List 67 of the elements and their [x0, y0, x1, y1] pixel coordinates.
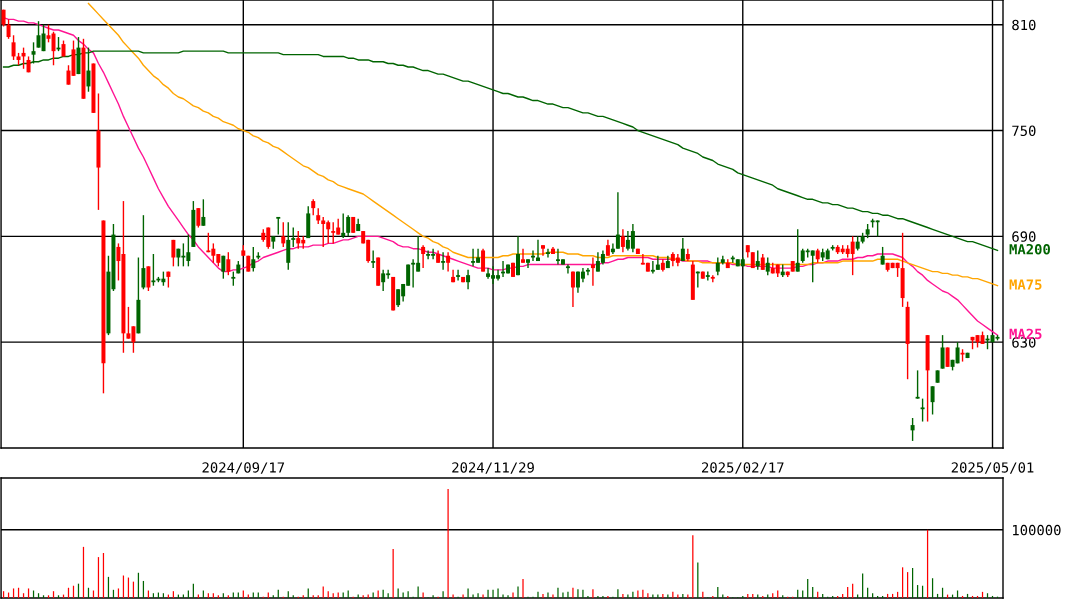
x-tick-label: 2024/11/29 — [452, 462, 534, 474]
y-tick-label: 100000 — [1013, 524, 1061, 536]
candlestick — [915, 369, 920, 400]
candlestick — [585, 267, 590, 276]
candlestick — [371, 249, 376, 269]
candlestick — [441, 251, 446, 271]
y-tick-label: 690 — [1012, 231, 1036, 242]
x-tick-label: 2024/09/17 — [202, 462, 285, 474]
candlestick — [650, 260, 655, 275]
candlestick — [516, 235, 521, 276]
candlestick — [570, 270, 575, 308]
candlestick — [710, 274, 715, 283]
candlestick — [411, 258, 416, 289]
candlestick — [920, 397, 925, 423]
series-label: MA200 — [1009, 243, 1050, 255]
candlestick — [446, 251, 451, 273]
candlestick — [655, 255, 660, 271]
candlestick — [201, 198, 206, 227]
candlestick — [945, 346, 950, 368]
candlestick — [126, 306, 131, 340]
candlestick — [620, 228, 625, 253]
y-tick-label: 810 — [1012, 19, 1036, 31]
candlestick — [51, 31, 56, 66]
candlestick — [291, 226, 296, 248]
y-tick-label: 750 — [1012, 125, 1036, 137]
candlestick — [481, 247, 486, 273]
candlestick — [545, 247, 550, 259]
candlestick — [466, 269, 471, 290]
candlestick — [565, 263, 570, 275]
candlestick — [810, 249, 815, 283]
candlestick — [456, 269, 461, 282]
x-tick-label: 2025/02/17 — [702, 462, 784, 474]
candlestick — [521, 247, 526, 264]
candlestick — [471, 247, 476, 268]
candlestick — [930, 385, 935, 416]
candlestick — [426, 249, 431, 260]
candlestick — [151, 253, 156, 287]
candlestick — [540, 244, 545, 257]
x-tick-label: 2025/05/01 — [951, 462, 1034, 474]
candlestick — [41, 23, 46, 52]
candlestick — [226, 251, 231, 276]
candlestick — [421, 244, 426, 269]
candlestick — [286, 221, 291, 271]
candlestick — [11, 34, 16, 61]
candlestick — [940, 334, 945, 370]
candlestick — [321, 216, 326, 248]
line-series — [87, 2, 999, 287]
candlestick — [346, 214, 351, 238]
candlestick — [141, 214, 146, 290]
candlestick — [615, 191, 620, 250]
candlestick — [146, 265, 151, 292]
candlestick — [630, 223, 635, 253]
candlestick — [755, 249, 760, 271]
candlestick — [171, 239, 176, 268]
candlestick — [251, 246, 256, 273]
candlestick — [281, 221, 286, 248]
candlestick — [331, 221, 336, 245]
candlestick — [381, 269, 386, 292]
candlestick — [486, 267, 491, 280]
candlestick — [196, 207, 201, 229]
candlestick — [795, 228, 800, 273]
candlestick — [531, 249, 535, 262]
candlestick — [705, 270, 710, 282]
candlestick — [6, 18, 11, 40]
candlestick — [850, 235, 855, 276]
candlestick — [910, 417, 915, 442]
series-label: MA75 — [1009, 279, 1042, 290]
